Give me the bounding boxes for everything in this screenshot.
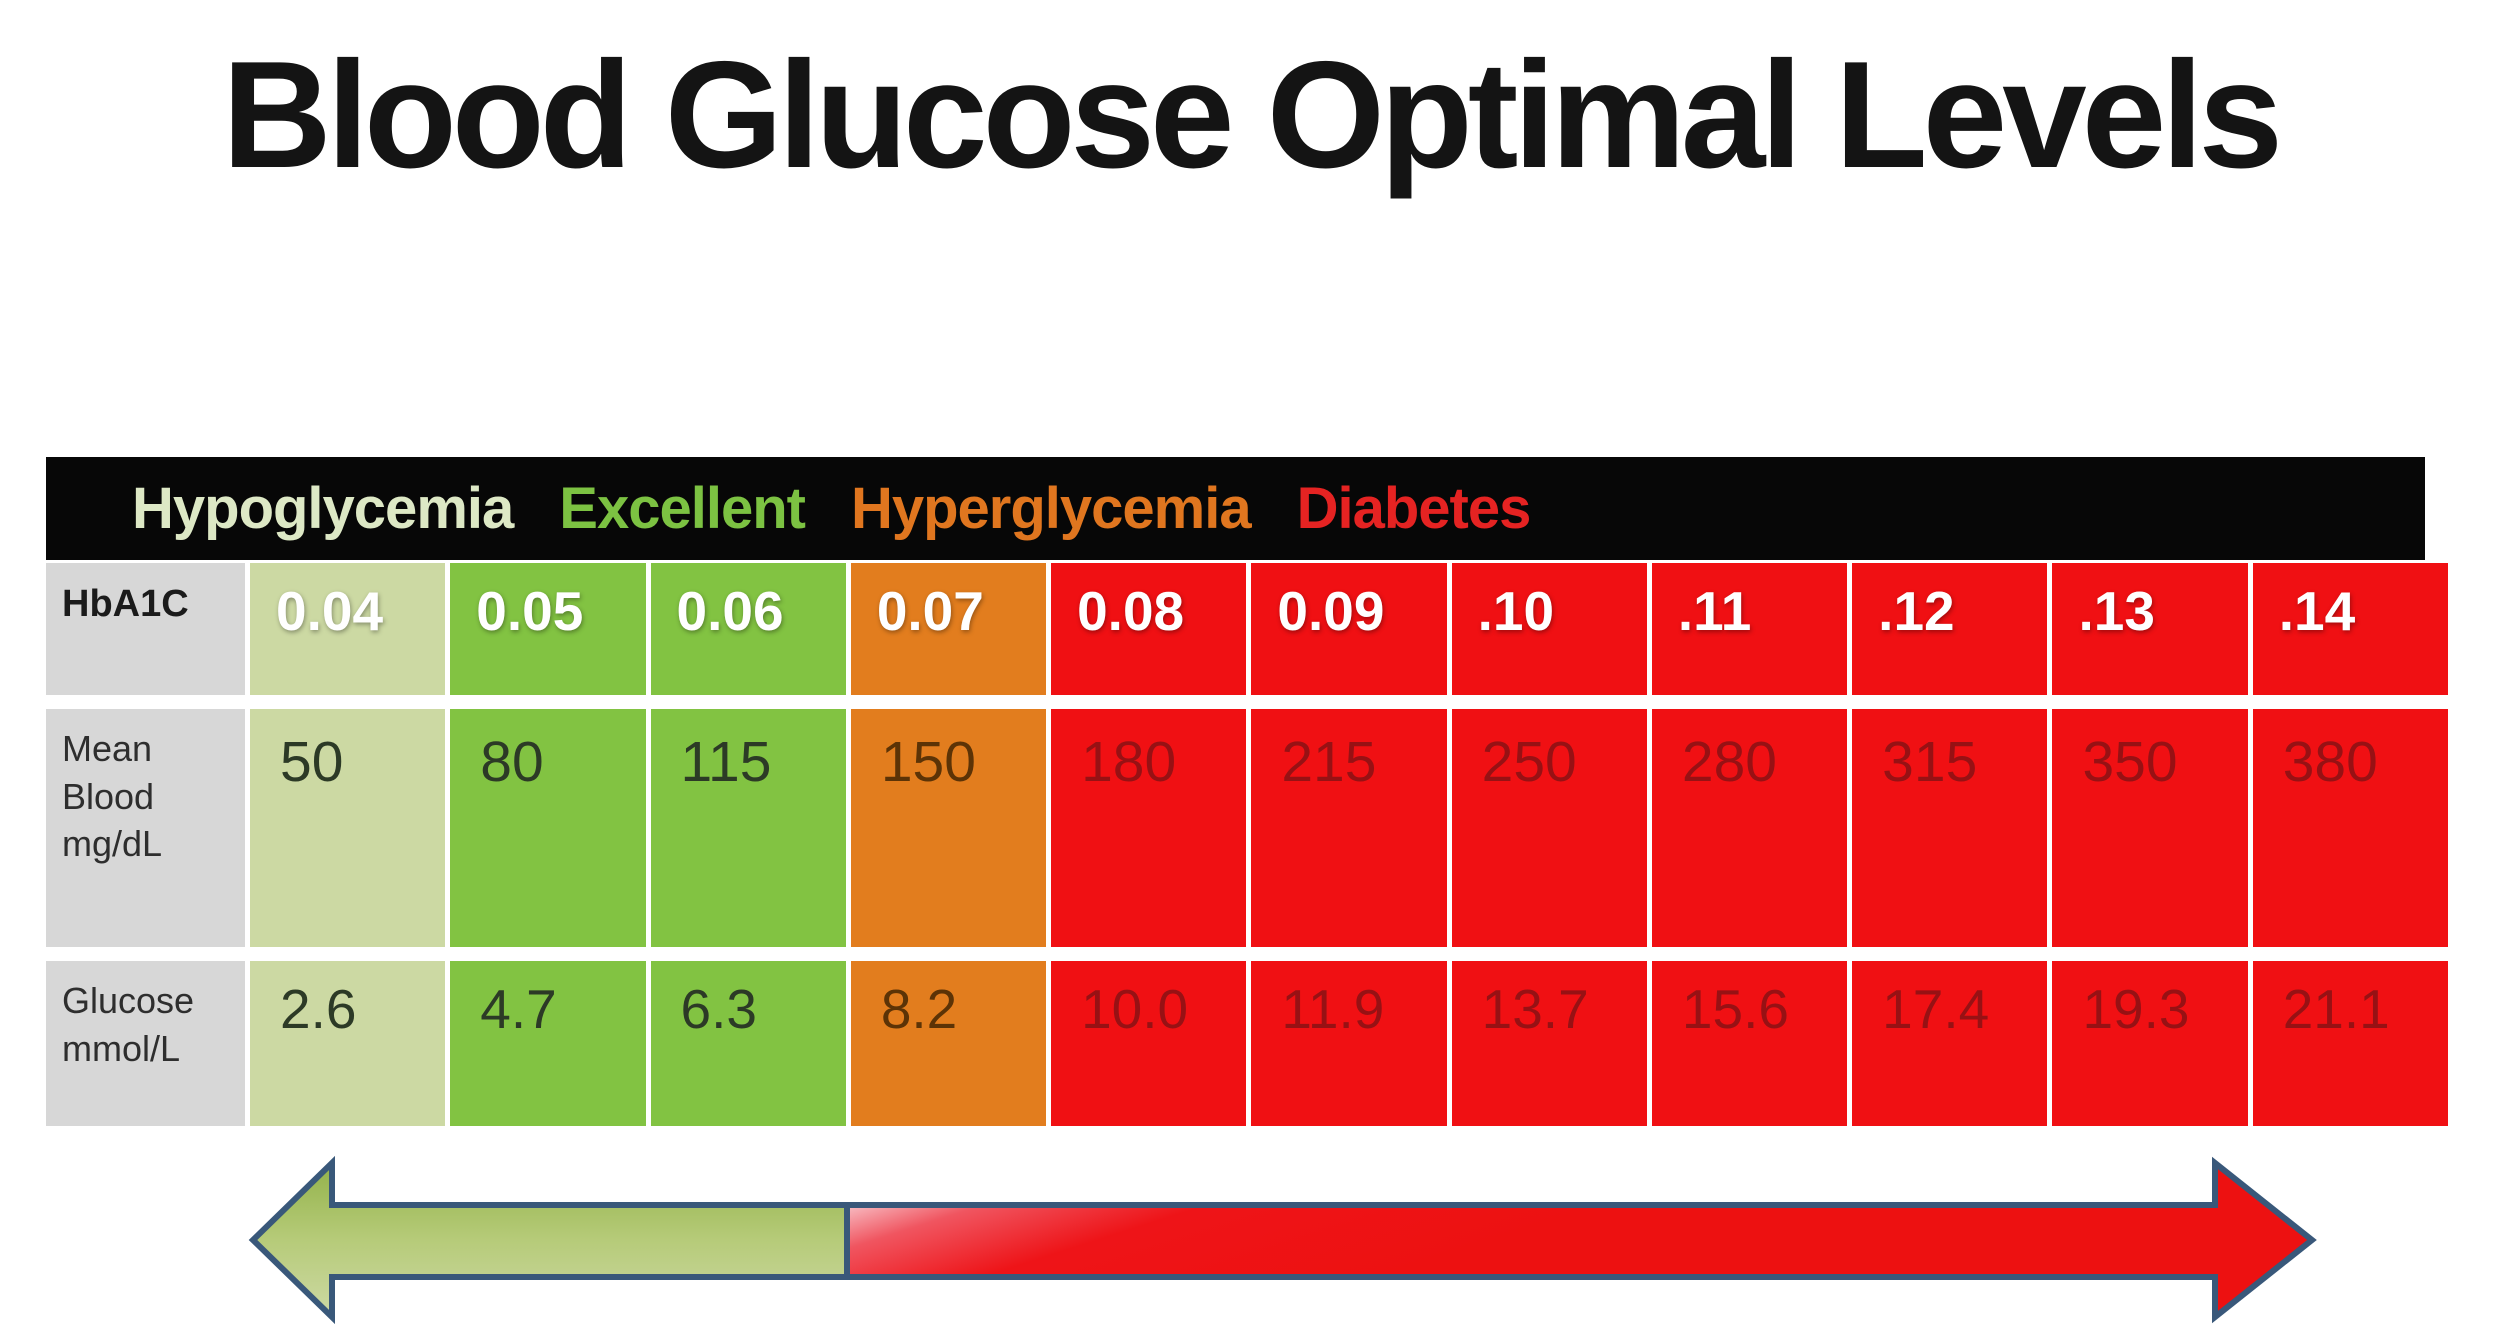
arrow-right-segment xyxy=(844,1156,2317,1324)
mg-dl-cell: 280 xyxy=(1651,709,1848,947)
hba1c-cell: 0.08 xyxy=(1051,563,1247,695)
mg-dl-cell: 350 xyxy=(2052,709,2248,947)
hba1c-cell: 0.09 xyxy=(1251,563,1447,695)
legend-bar: Hypoglycemia Excellent Hyperglycemia Dia… xyxy=(46,457,2425,560)
page-title: Blood Glucose Optimal Levels xyxy=(221,30,2283,200)
row-header-mmol: Glucose mmol/L xyxy=(46,961,245,1126)
mg-dl-cell: 180 xyxy=(1051,709,1247,947)
hba1c-cell: 0.05 xyxy=(450,563,646,695)
mmol-cell: 15.6 xyxy=(1651,961,1848,1126)
mg-dl-cell: 115 xyxy=(650,709,846,947)
mmol-cell: 8.2 xyxy=(850,961,1047,1126)
mg-dl-cell: 380 xyxy=(2252,709,2448,947)
hba1c-cell: .14 xyxy=(2252,563,2448,695)
hba1c-cell: 0.07 xyxy=(850,563,1047,695)
hba1c-cell: 0.06 xyxy=(650,563,846,695)
mmol-cell: 2.6 xyxy=(250,961,446,1126)
mg-dl-cell: 80 xyxy=(450,709,646,947)
hba1c-cell: .11 xyxy=(1651,563,1848,695)
mmol-cell: 19.3 xyxy=(2052,961,2248,1126)
mmol-cell: 10.0 xyxy=(1051,961,1247,1126)
legend-item-excellent: Excellent xyxy=(559,476,806,541)
mg-dl-cell: 150 xyxy=(850,709,1047,947)
legend-item-diabetes: Diabetes xyxy=(1296,476,1532,541)
glucose-table: HbA1C 0.04 0.05 0.06 0.07 0.08 0.09 .10 … xyxy=(46,563,2448,1126)
arrow-left-segment xyxy=(248,1155,850,1325)
mg-dl-cell: 215 xyxy=(1251,709,1447,947)
row-header-mg-dl: Mean Blood mg/dL xyxy=(46,709,245,947)
legend-item-hyperglycemia: Hyperglycemia xyxy=(850,476,1252,541)
row-header-hba1c: HbA1C xyxy=(46,563,245,695)
hba1c-cell: 0.04 xyxy=(250,563,446,695)
severity-arrow xyxy=(240,1150,2325,1328)
mmol-cell: 4.7 xyxy=(450,961,646,1126)
legend-item-hypoglycemia: Hypoglycemia xyxy=(132,476,514,541)
mmol-cell: 21.1 xyxy=(2252,961,2448,1126)
mmol-cell: 6.3 xyxy=(650,961,846,1126)
hba1c-cell: .10 xyxy=(1451,563,1647,695)
mmol-cell: 13.7 xyxy=(1451,961,1647,1126)
severity-arrow-graphic xyxy=(248,1155,2317,1325)
mg-dl-cell: 315 xyxy=(1852,709,2048,947)
mg-dl-cell: 250 xyxy=(1451,709,1647,947)
mmol-cell: 11.9 xyxy=(1251,961,1447,1126)
hba1c-cell: .12 xyxy=(1852,563,2048,695)
row-header-mg-dl-text: Mean Blood mg/dL xyxy=(62,728,163,865)
hba1c-cell: .13 xyxy=(2052,563,2248,695)
mmol-cell: 17.4 xyxy=(1852,961,2048,1126)
mg-dl-cell: 50 xyxy=(250,709,446,947)
row-header-mmol-text: Glucose mmol/L xyxy=(62,980,195,1069)
